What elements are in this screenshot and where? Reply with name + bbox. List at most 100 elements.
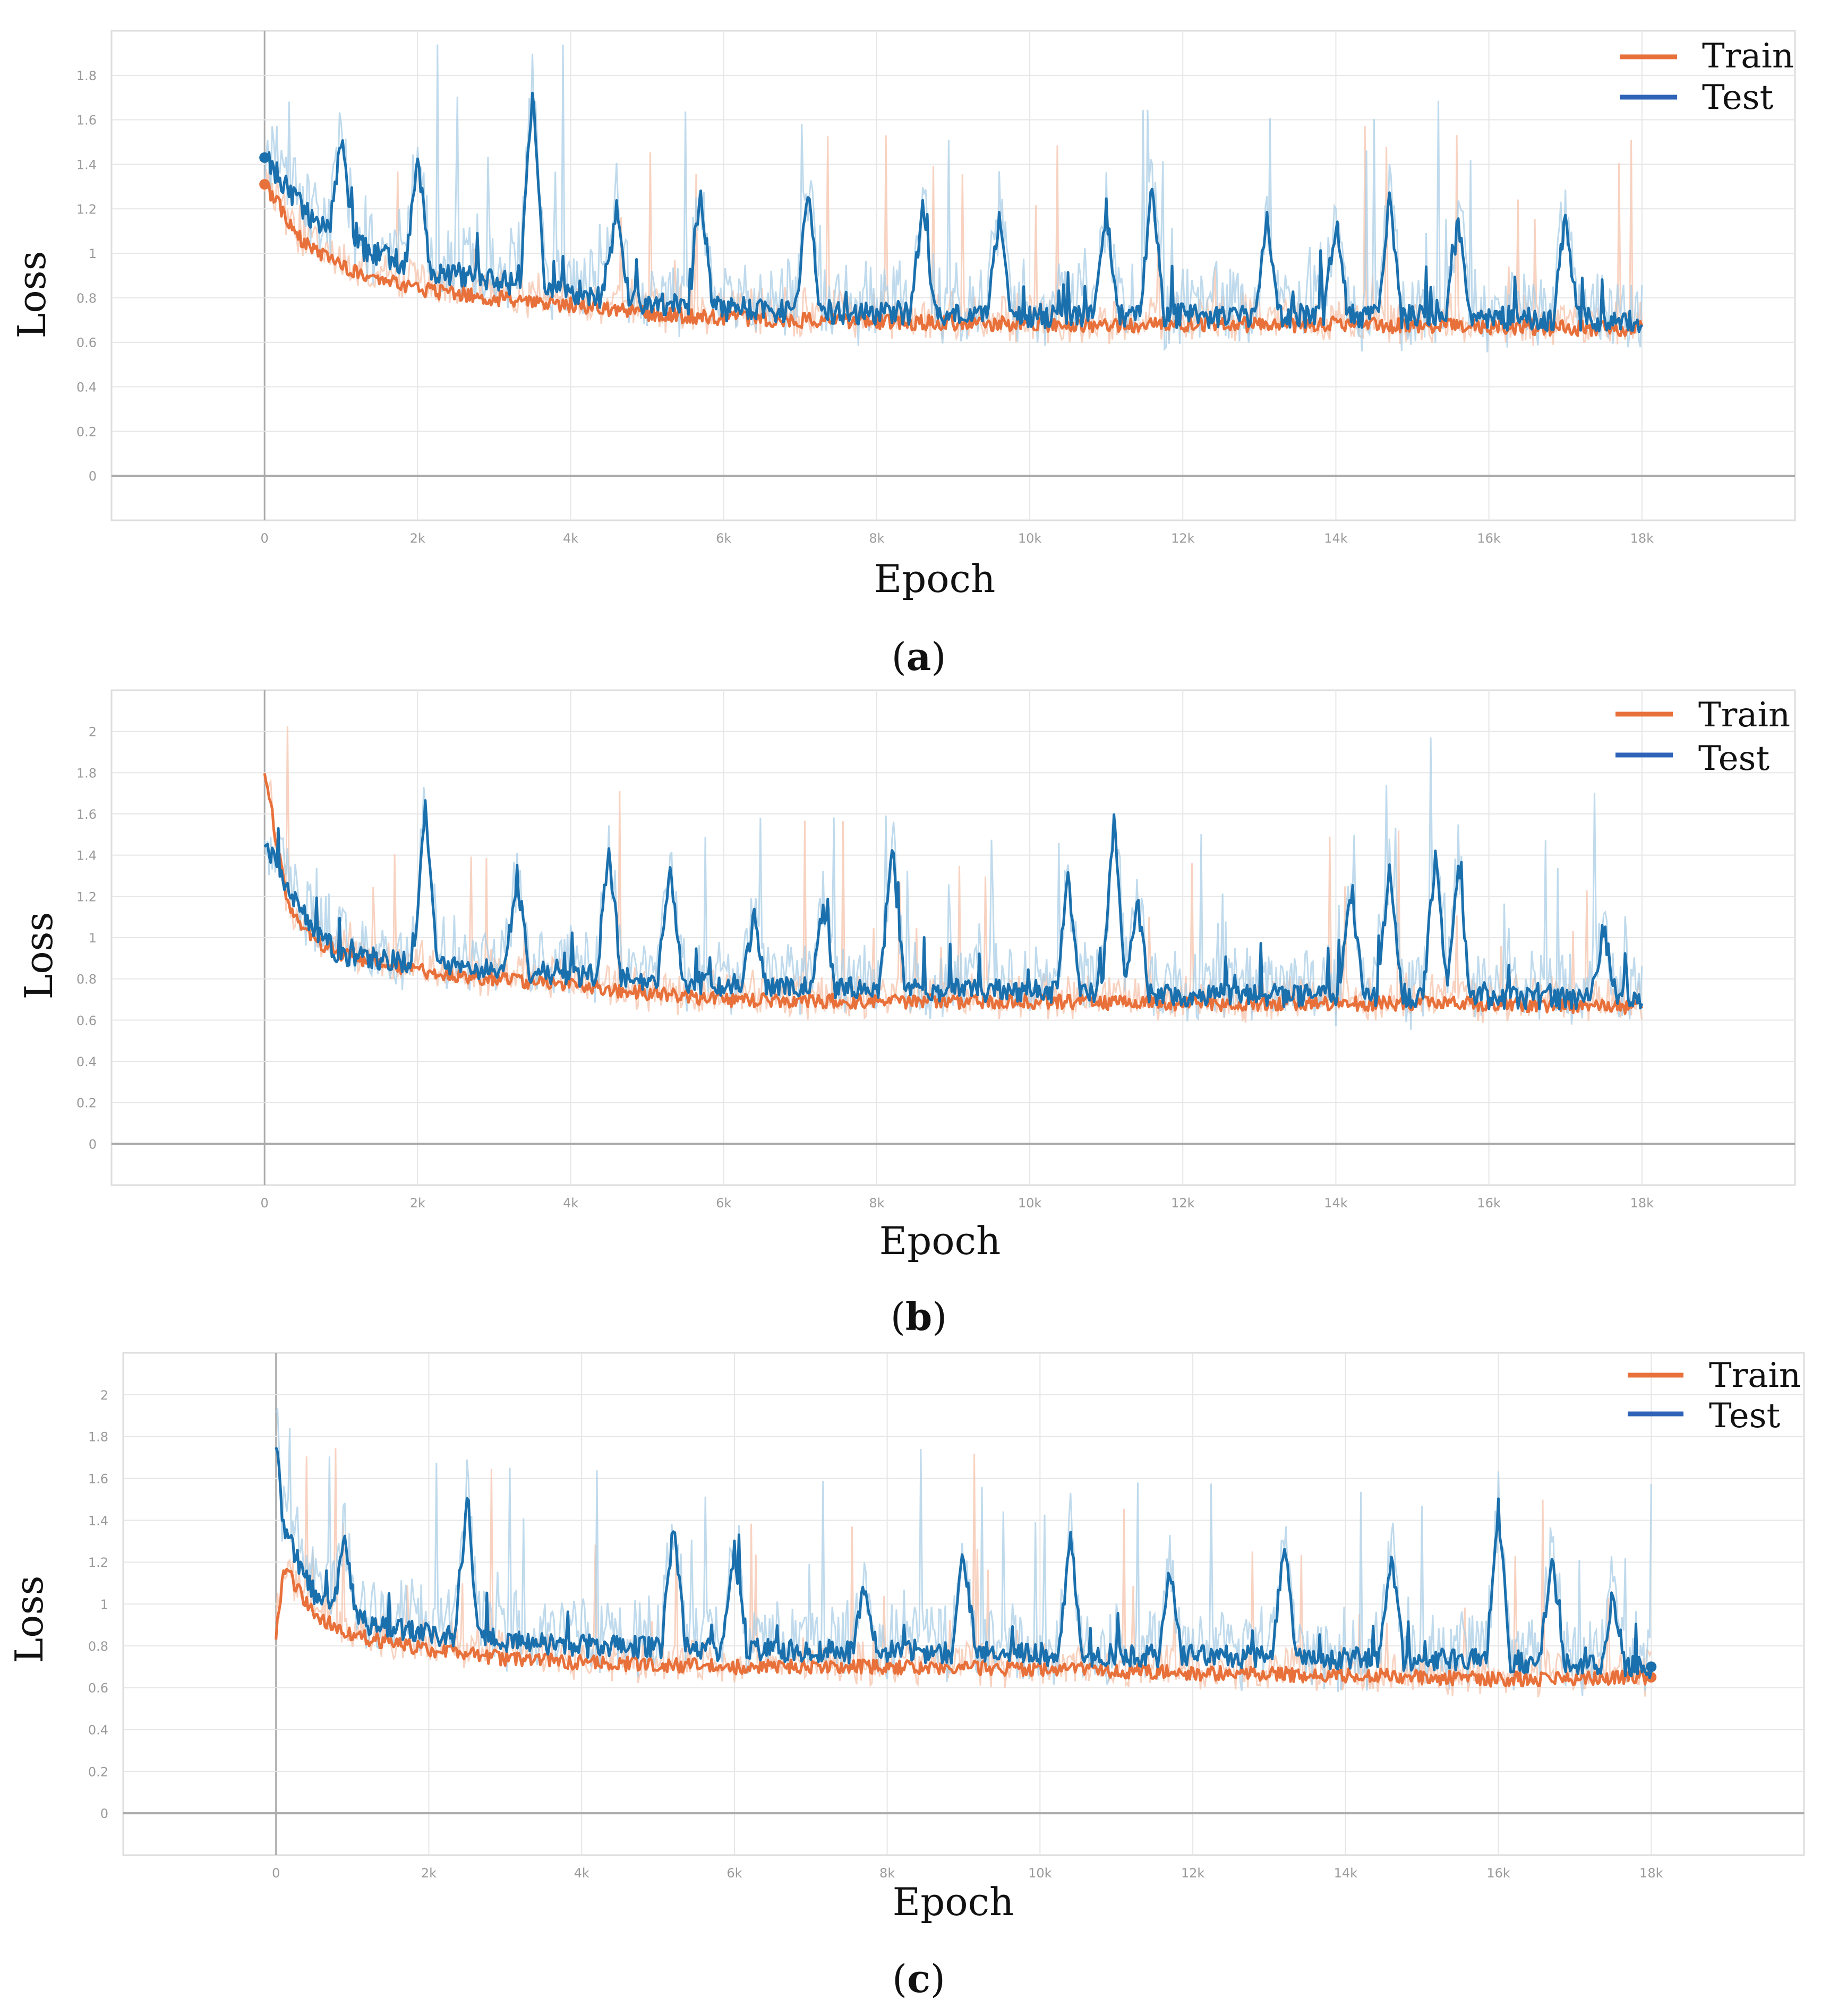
legend-label-test-c: Test bbox=[1709, 1396, 1780, 1436]
y-axis-label-c: Loss bbox=[7, 1575, 52, 1663]
y-tick-label-b: 0.6 bbox=[76, 1013, 97, 1028]
ticks-c: 0 2k 4k 6k 8k 10k 12k 14k 16k 18k 0 0.2 0.4 0.6 0.8 1 1.… bbox=[88, 1388, 1663, 1881]
x-tick-label-b: 16k bbox=[1477, 1196, 1501, 1211]
x-tick-label-a: 0 bbox=[261, 531, 269, 546]
x-axis-label-a: Epoch bbox=[874, 556, 996, 601]
x-tick-label-c: 8k bbox=[879, 1866, 895, 1881]
x-tick-label-b: 14k bbox=[1324, 1196, 1348, 1211]
y-tick-label-c: 0 bbox=[100, 1806, 108, 1821]
y-tick-label-b: 0.4 bbox=[76, 1054, 97, 1069]
x-tick-label-c: 18k bbox=[1639, 1866, 1663, 1881]
panel-a: 0 2k 4k 6k 8k 10k 12k 14k 16k 18k 0 0.2 0.4 0.6 0.8 1 1.… bbox=[10, 30, 1796, 679]
series-b bbox=[263, 726, 1644, 1030]
y-tick-label-b: 0.8 bbox=[76, 972, 97, 987]
y-tick-label-c: 2 bbox=[100, 1388, 108, 1403]
y-tick-label-a: 1.8 bbox=[76, 68, 97, 83]
x-tick-label-a: 6k bbox=[716, 531, 731, 546]
x-axis-label-c: Epoch bbox=[893, 1880, 1014, 1924]
x-tick-label-a: 10k bbox=[1018, 531, 1042, 546]
y-tick-label-a: 1.6 bbox=[76, 113, 97, 128]
y-tick-label-b: 1.2 bbox=[76, 889, 97, 904]
legend-a: Train Test bbox=[1620, 37, 1794, 117]
series-train-marker-a bbox=[259, 179, 270, 190]
series-test-raw-line-b bbox=[263, 737, 1643, 1030]
y-tick-label-c: 1 bbox=[100, 1597, 108, 1612]
caption-c: (c) bbox=[892, 1956, 945, 2001]
series-c bbox=[275, 1406, 1657, 1697]
x-tick-label-c: 0 bbox=[272, 1866, 280, 1881]
y-tick-label-a: 0.6 bbox=[76, 336, 97, 350]
y-tick-label-a: 1.4 bbox=[76, 157, 97, 172]
x-tick-label-b: 12k bbox=[1171, 1196, 1195, 1211]
y-tick-label-a: 0.8 bbox=[76, 291, 97, 306]
series-test-line-c bbox=[275, 1447, 1653, 1679]
y-tick-label-c: 0.6 bbox=[88, 1681, 108, 1696]
y-tick-label-b: 1.6 bbox=[76, 807, 97, 822]
x-tick-label-a: 2k bbox=[410, 531, 425, 546]
x-tick-label-b: 2k bbox=[410, 1196, 425, 1211]
x-tick-label-a: 14k bbox=[1324, 531, 1348, 546]
legend-c: Train Test bbox=[1628, 1356, 1801, 1436]
x-tick-label-a: 8k bbox=[869, 531, 884, 546]
x-tick-label-c: 4k bbox=[574, 1866, 589, 1881]
x-axis-label-b: Epoch bbox=[879, 1219, 1001, 1263]
legend-label-train-c: Train bbox=[1709, 1356, 1801, 1395]
series-train-line-b bbox=[263, 773, 1644, 1015]
x-tick-label-b: 4k bbox=[563, 1196, 578, 1211]
x-tick-label-c: 14k bbox=[1334, 1866, 1358, 1881]
y-tick-label-b: 0.2 bbox=[76, 1096, 97, 1111]
x-tick-label-c: 6k bbox=[726, 1866, 742, 1881]
series-test-marker-a bbox=[259, 152, 270, 163]
panel-b: 0 2k 4k 6k 8k 10k 12k 14k 16k 18k 0 0.2 0.4 0.6 0.8 1 1.… bbox=[16, 689, 1796, 1339]
ticks-b: 0 2k 4k 6k 8k 10k 12k 14k 16k 18k 0 0.2 0.4 0.6 0.8 1 1.… bbox=[76, 725, 1654, 1211]
y-tick-label-c: 0.4 bbox=[88, 1723, 108, 1738]
grid-a bbox=[112, 31, 1795, 520]
legend-b: Train Test bbox=[1615, 696, 1790, 778]
legend-label-test-b: Test bbox=[1698, 739, 1769, 778]
x-tick-label-c: 10k bbox=[1028, 1866, 1052, 1881]
series-test-marker-c bbox=[1646, 1661, 1657, 1672]
y-tick-label-b: 1 bbox=[89, 931, 97, 946]
x-tick-label-b: 18k bbox=[1630, 1196, 1654, 1211]
grid-c bbox=[123, 1353, 1804, 1855]
y-tick-label-a: 1.2 bbox=[76, 202, 97, 217]
x-tick-label-a: 18k bbox=[1630, 531, 1654, 546]
x-tick-label-b: 10k bbox=[1018, 1196, 1042, 1211]
series-train-line-c bbox=[275, 1567, 1653, 1688]
y-tick-label-b: 1.8 bbox=[76, 766, 97, 780]
y-tick-label-a: 0 bbox=[89, 469, 97, 484]
y-axis-label-a: Loss bbox=[10, 251, 54, 338]
y-tick-label-c: 1.6 bbox=[88, 1472, 108, 1487]
x-tick-label-b: 6k bbox=[716, 1196, 731, 1211]
x-tick-label-b: 8k bbox=[869, 1196, 884, 1211]
y-axis-label-b: Loss bbox=[16, 912, 61, 999]
legend-label-train-a: Train bbox=[1702, 37, 1794, 76]
series-train-line-a bbox=[263, 182, 1644, 337]
y-tick-label-a: 0.4 bbox=[76, 380, 97, 395]
series-test-line-a bbox=[263, 91, 1643, 333]
y-tick-label-a: 0.2 bbox=[76, 424, 97, 439]
legend-label-train-b: Train bbox=[1698, 696, 1790, 735]
legend-label-test-a: Test bbox=[1702, 78, 1773, 117]
y-tick-label-c: 1.4 bbox=[88, 1513, 108, 1528]
x-tick-label-c: 2k bbox=[421, 1866, 437, 1881]
ticks-a: 0 2k 4k 6k 8k 10k 12k 14k 16k 18k 0 0.2 0.4 0.6 0.8 1 1.… bbox=[76, 68, 1654, 546]
y-tick-label-b: 0 bbox=[89, 1137, 97, 1152]
y-tick-label-b: 1.4 bbox=[76, 848, 97, 863]
x-tick-label-b: 0 bbox=[261, 1196, 269, 1211]
series-test-line-b bbox=[263, 799, 1644, 1010]
y-tick-label-c: 1.2 bbox=[88, 1555, 108, 1570]
grid-b bbox=[112, 690, 1795, 1185]
x-tick-label-a: 16k bbox=[1477, 531, 1501, 546]
series-a bbox=[259, 44, 1644, 353]
x-tick-label-c: 16k bbox=[1486, 1866, 1510, 1881]
caption-b: (b) bbox=[891, 1294, 947, 1339]
x-tick-label-a: 4k bbox=[563, 531, 578, 546]
y-tick-label-a: 1 bbox=[89, 246, 97, 261]
y-tick-label-c: 0.8 bbox=[88, 1639, 108, 1654]
x-tick-label-a: 12k bbox=[1171, 531, 1195, 546]
y-tick-label-b: 2 bbox=[89, 725, 97, 740]
panel-c: 0 2k 4k 6k 8k 10k 12k 14k 16k 18k 0 0.2 0.4 0.6 0.8 1 1.… bbox=[7, 1352, 1805, 2001]
series-test-raw-line-a bbox=[263, 44, 1643, 353]
